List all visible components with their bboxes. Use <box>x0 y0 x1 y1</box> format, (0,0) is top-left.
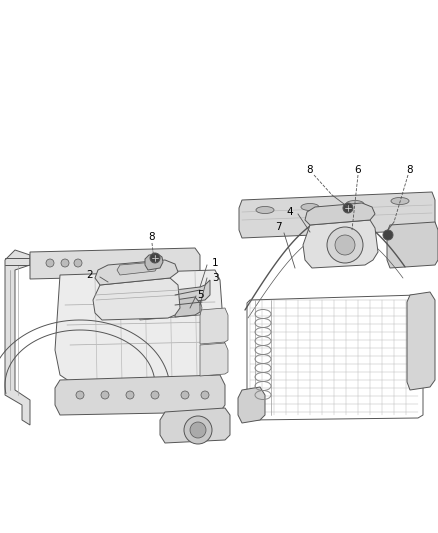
Circle shape <box>327 227 363 263</box>
Circle shape <box>335 235 355 255</box>
Text: 5: 5 <box>197 290 203 300</box>
Polygon shape <box>145 254 163 270</box>
Polygon shape <box>95 260 178 285</box>
Ellipse shape <box>256 206 274 214</box>
Polygon shape <box>305 203 375 225</box>
Circle shape <box>150 253 160 263</box>
Polygon shape <box>407 292 435 390</box>
Polygon shape <box>200 343 228 376</box>
Circle shape <box>74 259 82 267</box>
Polygon shape <box>55 270 225 385</box>
Circle shape <box>151 391 159 399</box>
Polygon shape <box>303 220 378 268</box>
Text: 3: 3 <box>212 273 218 283</box>
Polygon shape <box>30 248 200 279</box>
Text: 7: 7 <box>275 222 281 232</box>
Polygon shape <box>175 297 200 317</box>
Polygon shape <box>200 308 228 344</box>
Circle shape <box>201 391 209 399</box>
Ellipse shape <box>391 198 409 205</box>
Polygon shape <box>138 300 202 320</box>
Polygon shape <box>387 222 438 268</box>
Polygon shape <box>5 250 30 425</box>
Text: 8: 8 <box>148 232 155 242</box>
Circle shape <box>184 416 212 444</box>
Circle shape <box>190 422 206 438</box>
Text: 8: 8 <box>407 165 413 175</box>
Circle shape <box>343 203 353 213</box>
Text: 8: 8 <box>307 165 313 175</box>
Text: 6: 6 <box>355 165 361 175</box>
Polygon shape <box>239 192 435 238</box>
Circle shape <box>61 259 69 267</box>
Circle shape <box>126 391 134 399</box>
Ellipse shape <box>301 204 319 211</box>
Polygon shape <box>55 375 225 415</box>
Polygon shape <box>175 280 210 303</box>
Circle shape <box>181 391 189 399</box>
Polygon shape <box>160 408 230 443</box>
Polygon shape <box>238 387 265 423</box>
Polygon shape <box>117 262 158 275</box>
Text: 1: 1 <box>212 258 218 268</box>
Text: 2: 2 <box>87 270 93 280</box>
Circle shape <box>101 391 109 399</box>
Circle shape <box>46 259 54 267</box>
Polygon shape <box>93 278 180 320</box>
Circle shape <box>76 391 84 399</box>
Ellipse shape <box>346 200 364 207</box>
Text: 4: 4 <box>287 207 293 217</box>
Circle shape <box>383 230 393 240</box>
